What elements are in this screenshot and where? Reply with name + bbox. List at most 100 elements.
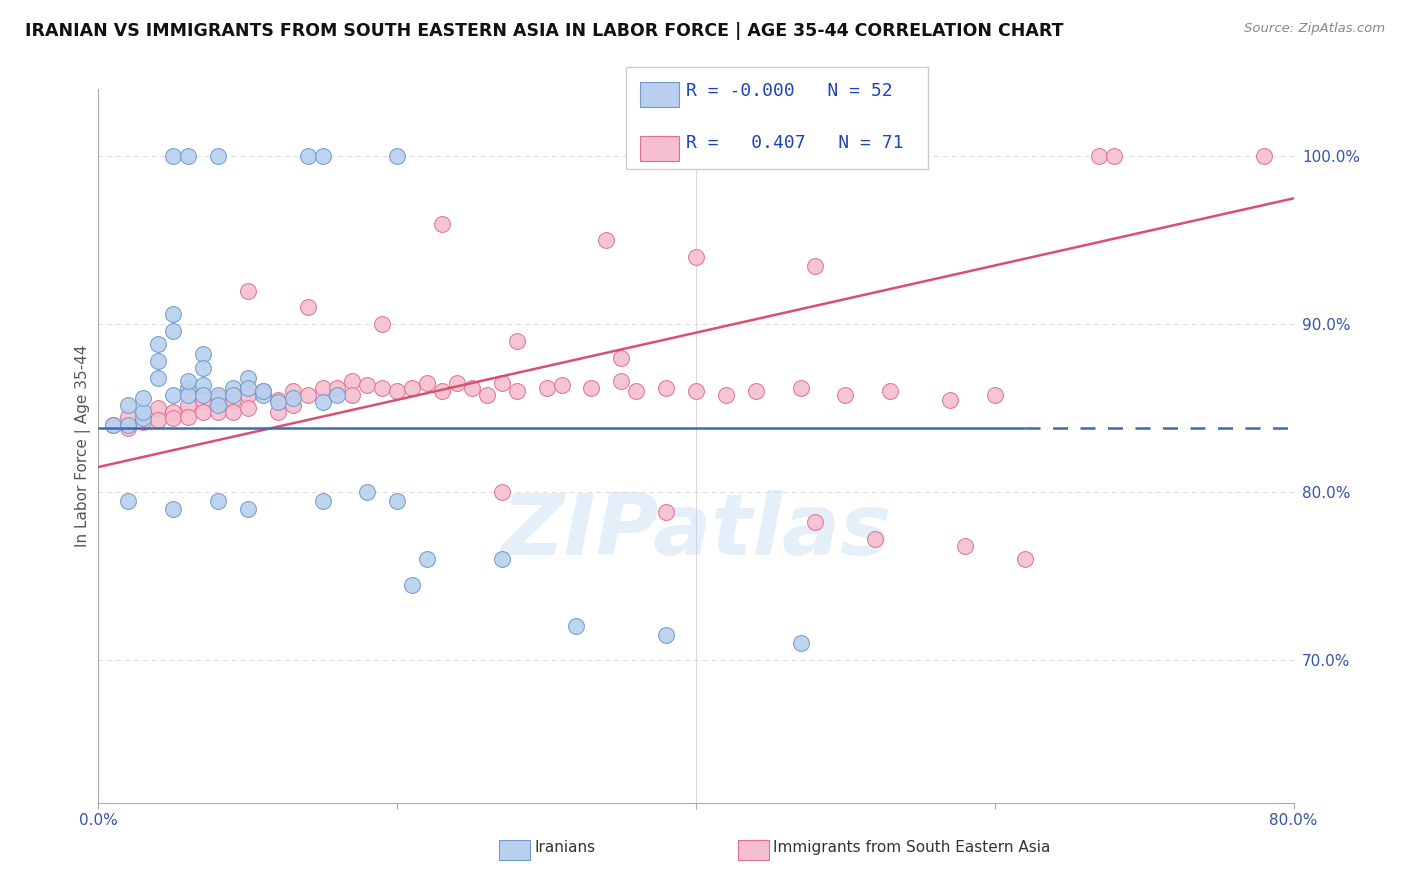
Point xyxy=(162,324,184,338)
Point xyxy=(177,398,200,412)
Point xyxy=(385,149,409,163)
Point xyxy=(342,388,364,402)
Point xyxy=(655,505,678,519)
Point xyxy=(730,149,752,163)
Point xyxy=(371,318,394,332)
Point xyxy=(103,417,125,432)
Point xyxy=(1253,149,1275,163)
Point xyxy=(281,384,304,399)
Point xyxy=(984,388,1007,402)
Point xyxy=(148,337,170,351)
Point xyxy=(506,334,529,348)
Point xyxy=(385,493,409,508)
Point xyxy=(789,381,811,395)
Point xyxy=(356,485,378,500)
Point xyxy=(191,347,214,361)
Point xyxy=(1014,552,1036,566)
Point xyxy=(207,404,229,418)
Point xyxy=(236,502,259,516)
Point xyxy=(416,552,439,566)
Point xyxy=(565,619,588,633)
Point xyxy=(177,149,200,163)
Point xyxy=(281,398,304,412)
Point xyxy=(491,552,513,566)
Point xyxy=(326,388,349,402)
Point xyxy=(401,577,423,591)
Point xyxy=(297,149,319,163)
Point xyxy=(475,388,498,402)
Point xyxy=(610,351,633,365)
Point xyxy=(430,217,453,231)
Point xyxy=(162,411,184,425)
Point xyxy=(311,394,333,409)
Point xyxy=(117,398,139,412)
Point xyxy=(162,502,184,516)
Point xyxy=(297,388,319,402)
Point xyxy=(416,376,439,390)
Text: Immigrants from South Eastern Asia: Immigrants from South Eastern Asia xyxy=(773,840,1050,855)
Point xyxy=(103,417,125,432)
Text: R =   0.407   N = 71: R = 0.407 N = 71 xyxy=(686,134,904,152)
Point xyxy=(222,388,245,402)
Point xyxy=(401,381,423,395)
Point xyxy=(626,384,648,399)
Point xyxy=(207,493,229,508)
Point xyxy=(685,384,707,399)
Y-axis label: In Labor Force | Age 35-44: In Labor Force | Age 35-44 xyxy=(76,345,91,547)
Point xyxy=(311,149,333,163)
Point xyxy=(191,360,214,375)
Point xyxy=(834,388,856,402)
Point xyxy=(148,371,170,385)
Point xyxy=(132,411,155,425)
Point xyxy=(342,375,364,389)
Point xyxy=(222,392,245,407)
Point xyxy=(207,391,229,405)
Point xyxy=(267,394,290,409)
Point xyxy=(191,377,214,392)
Point xyxy=(236,388,259,402)
Point xyxy=(177,375,200,389)
Point xyxy=(385,384,409,399)
Point xyxy=(117,409,139,424)
Point xyxy=(252,384,274,399)
Point xyxy=(177,388,200,402)
Point xyxy=(236,381,259,395)
Point xyxy=(191,392,214,407)
Point xyxy=(865,532,887,546)
Point xyxy=(610,375,633,389)
Point xyxy=(207,149,229,163)
Point xyxy=(1104,149,1126,163)
Point xyxy=(252,384,274,399)
Point xyxy=(148,354,170,368)
Point xyxy=(655,628,678,642)
Point xyxy=(236,401,259,416)
Point xyxy=(162,388,184,402)
Point xyxy=(117,417,139,432)
Point xyxy=(222,404,245,418)
Text: ZIPatlas: ZIPatlas xyxy=(501,490,891,574)
Point xyxy=(371,381,394,395)
Point xyxy=(430,384,453,399)
Point xyxy=(311,381,333,395)
Point xyxy=(953,539,976,553)
Point xyxy=(267,392,290,407)
Point xyxy=(491,485,513,500)
Point xyxy=(132,415,155,429)
Point xyxy=(252,388,274,402)
Point xyxy=(222,381,245,395)
Point xyxy=(655,381,678,395)
Point xyxy=(714,388,737,402)
Point xyxy=(148,413,170,427)
Point xyxy=(326,381,349,395)
Point xyxy=(281,391,304,405)
Point xyxy=(117,493,139,508)
Text: IRANIAN VS IMMIGRANTS FROM SOUTH EASTERN ASIA IN LABOR FORCE | AGE 35-44 CORRELA: IRANIAN VS IMMIGRANTS FROM SOUTH EASTERN… xyxy=(25,22,1064,40)
Point xyxy=(162,404,184,418)
Point xyxy=(132,404,155,418)
Point xyxy=(536,381,558,395)
Point xyxy=(550,377,572,392)
Text: Source: ZipAtlas.com: Source: ZipAtlas.com xyxy=(1244,22,1385,36)
Point xyxy=(162,149,184,163)
Point xyxy=(461,381,484,395)
Point xyxy=(191,388,214,402)
